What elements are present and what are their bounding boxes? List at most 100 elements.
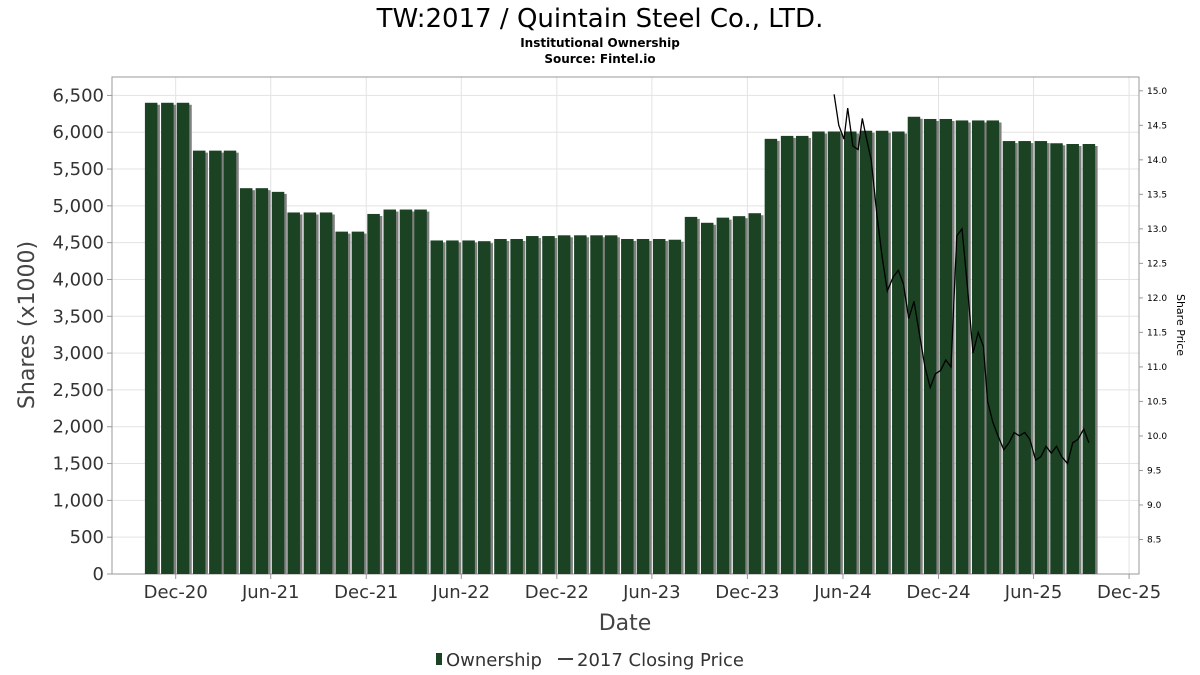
ownership-bar: [812, 131, 825, 574]
ownership-bar: [414, 209, 427, 575]
y-tick-label: 0: [93, 564, 104, 585]
ownership-bar: [652, 238, 666, 575]
ownership-bar: [1066, 144, 1079, 574]
ownership-bar: [732, 216, 746, 574]
y-tick-label: 1,000: [52, 490, 104, 511]
ownership-bar: [764, 138, 778, 575]
x-tick-label: Dec-22: [525, 582, 589, 603]
legend-ownership-swatch: [436, 653, 442, 665]
ownership-bar: [795, 135, 809, 575]
legend-ownership-label: Ownership: [446, 650, 542, 671]
ownership-bar: [271, 191, 285, 574]
x-tick-label: Jun-25: [1004, 582, 1063, 603]
ownership-bar: [892, 131, 905, 574]
ownership-bar: [716, 217, 730, 574]
chart-source: Source: Fintel.io: [544, 52, 655, 66]
y-tick-label: 6,000: [52, 122, 104, 143]
chart-subtitle: Institutional Ownership: [520, 36, 680, 50]
ownership-bar: [1034, 141, 1048, 574]
ownership-bar: [668, 239, 682, 574]
ownership-bar: [239, 188, 253, 575]
ownership-bar: [574, 235, 587, 574]
ownership-bar: [844, 131, 857, 574]
y2-tick-label: 8.5: [1147, 535, 1161, 545]
legend: Ownership 2017 Closing Price: [436, 650, 744, 671]
ownership-bar: [542, 236, 555, 575]
ownership-bar: [478, 241, 491, 574]
y2-tick-label: 13.0: [1147, 225, 1167, 235]
ownership-bar: [462, 240, 475, 575]
ownership-bar: [209, 150, 222, 574]
ownership-bar: [986, 120, 1000, 575]
y-axis-label: Shares (x1000): [15, 241, 40, 409]
y-tick-label: 6,500: [52, 85, 104, 106]
y-tick-label: 1,500: [52, 454, 104, 475]
price-line: [833, 94, 1090, 465]
y-tick-label: 5,000: [52, 196, 104, 217]
ownership-bar: [748, 213, 761, 574]
ownership-bar: [923, 118, 937, 575]
y2-tick-label: 10.0: [1147, 432, 1167, 442]
ownership-bar: [827, 131, 841, 574]
y-tick-label: 3,000: [52, 343, 104, 364]
ownership-bar: [383, 209, 397, 575]
y2-tick-label: 9.0: [1147, 501, 1162, 511]
ownership-bar: [144, 102, 158, 574]
ownership-bar: [875, 130, 889, 574]
ownership-bar: [255, 188, 269, 575]
ownership-bar: [287, 212, 300, 574]
ownership-bar: [335, 231, 348, 574]
ownership-bar: [939, 118, 953, 575]
ownership-bar: [303, 212, 317, 574]
y-tick-label: 3,500: [52, 306, 104, 327]
ownership-bar: [636, 238, 650, 575]
ownership-bar: [557, 235, 571, 574]
ownership-bar: [430, 240, 444, 575]
chart-title: TW:2017 / Quintain Steel Co., LTD.: [376, 4, 824, 34]
x-tick-label: Jun-21: [241, 582, 300, 603]
legend-price-label: 2017 Closing Price: [577, 650, 744, 671]
ownership-bars: [144, 102, 1098, 575]
ownership-bar: [780, 135, 794, 575]
ownership-bar: [1002, 141, 1016, 574]
y2-tick-label: 10.5: [1147, 397, 1167, 407]
ownership-bar: [700, 222, 714, 574]
ownership-bar: [971, 120, 985, 575]
ownership-bar: [604, 235, 618, 574]
x-tick-label: Dec-24: [906, 582, 970, 603]
ownership-bar: [526, 236, 539, 575]
ownership-bar: [319, 212, 333, 574]
ownership-bar: [1050, 143, 1063, 574]
x-tick-label: Jun-23: [622, 582, 681, 603]
ownership-bar: [223, 150, 237, 574]
y2-tick-label: 11.0: [1147, 363, 1167, 373]
y2-tick-label: 12.5: [1147, 259, 1167, 269]
y2-tick-label: 13.5: [1147, 190, 1167, 200]
y-tick-label: 5,500: [52, 159, 104, 180]
x-tick-label: Dec-25: [1097, 582, 1161, 603]
ownership-bar: [1082, 144, 1096, 574]
y-tick-label: 500: [70, 527, 104, 548]
y2-tick-label: 14.5: [1147, 121, 1167, 131]
y2-tick-label: 9.5: [1147, 466, 1161, 476]
y2-tick-label: 12.0: [1147, 294, 1167, 304]
y-tick-label: 4,500: [52, 233, 104, 254]
x-tick-label: Dec-21: [334, 582, 398, 603]
ownership-bar: [684, 216, 698, 574]
ownership-bar: [510, 238, 523, 575]
y-tick-label: 4,000: [52, 269, 104, 290]
ownership-bar: [161, 102, 174, 574]
ownership-bar: [621, 238, 634, 575]
price-series-line: [833, 94, 1090, 465]
ownership-bar: [955, 120, 969, 575]
y2-tick-label: 15.0: [1147, 87, 1167, 97]
ownership-bar: [176, 102, 190, 574]
x-tick-label: Dec-23: [715, 582, 779, 603]
y2-axis-label: Share Price: [1174, 294, 1187, 356]
ownership-bar: [351, 231, 365, 574]
x-tick-label: Jun-22: [432, 582, 491, 603]
axes: 0 500 1,000 1,500 2,000 2,500 3,000 3,500 4,000 4…: [52, 85, 1167, 603]
ownership-bar: [399, 209, 413, 575]
ownership-bar: [859, 130, 873, 574]
y2-tick-label: 14.0: [1147, 156, 1167, 166]
